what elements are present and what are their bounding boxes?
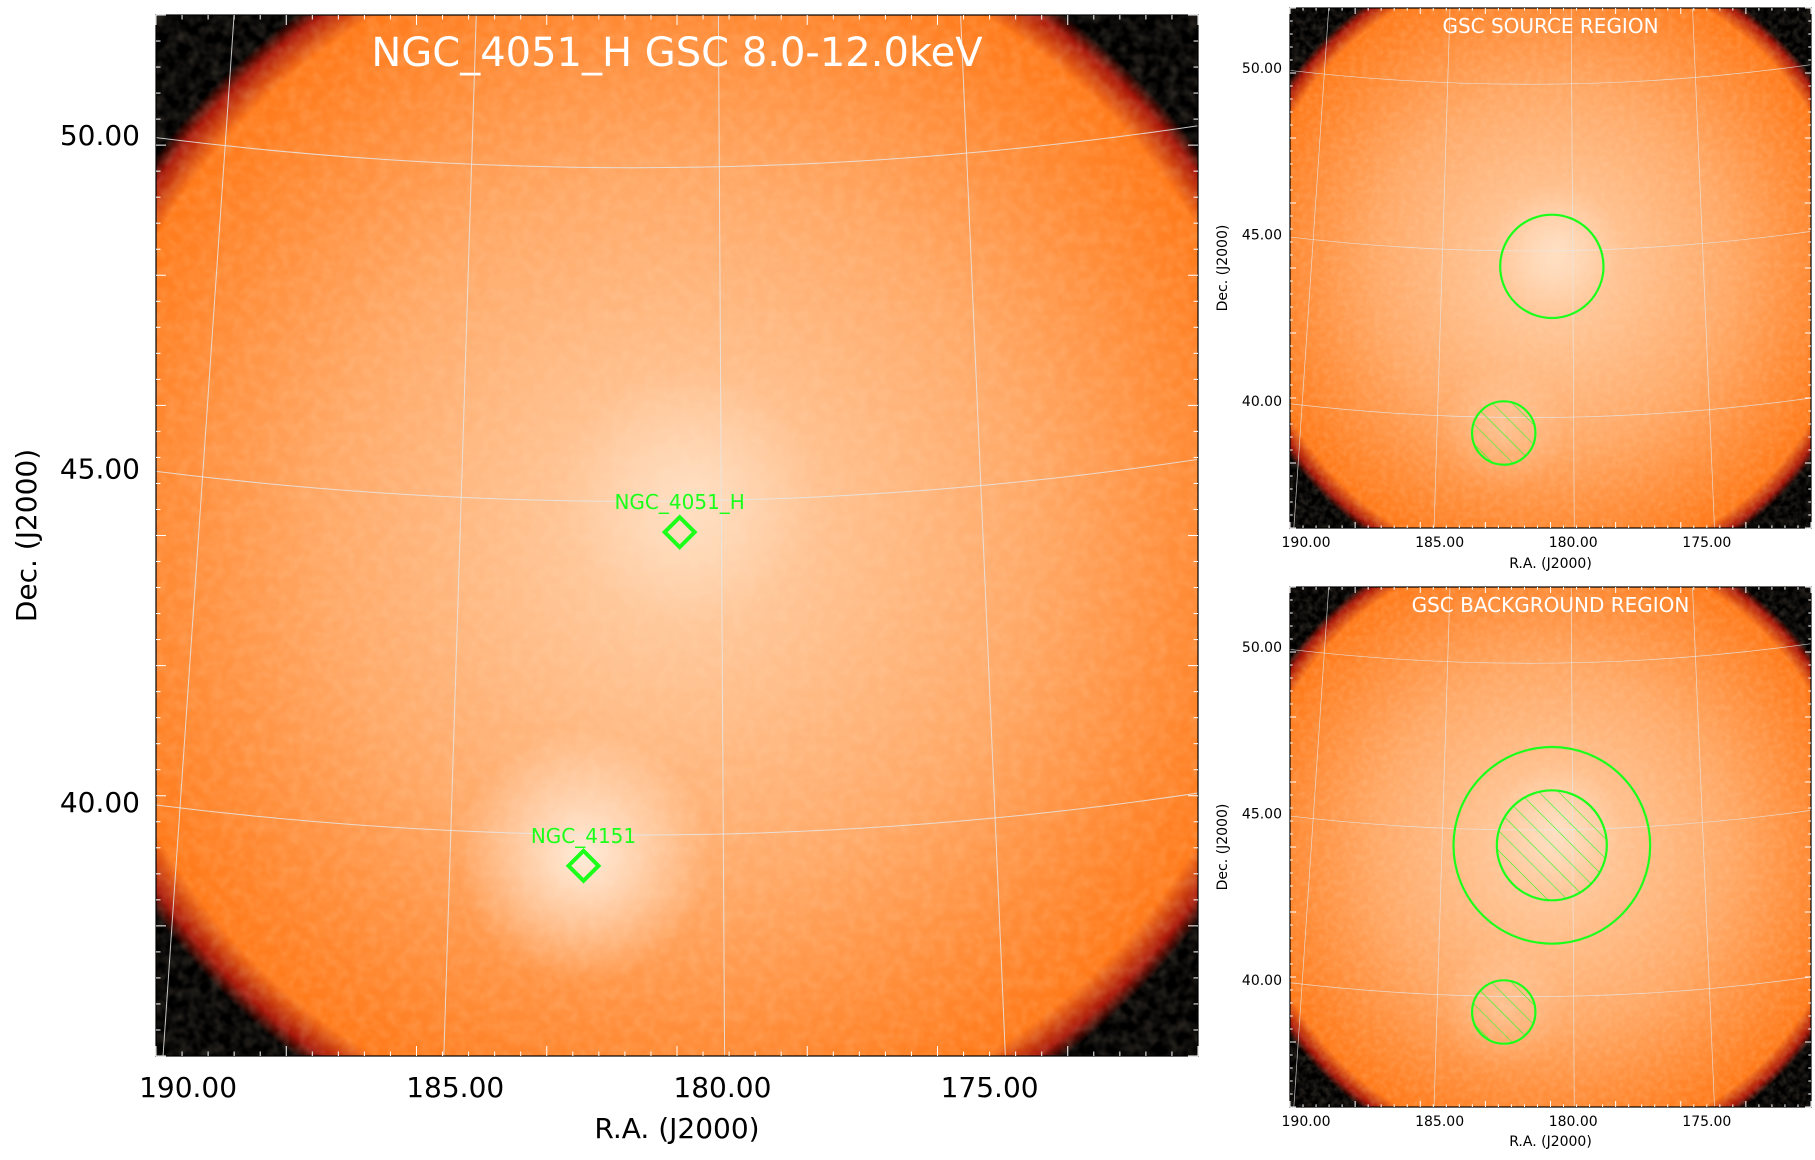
source-marker-diamond [565, 847, 602, 884]
y-tick-label: 50.00 [1242, 61, 1282, 77]
source-region-image: GSC SOURCE REGION 190.00 185.00 180.00 175.0… [1215, 7, 1812, 572]
bright-emission-spot [456, 729, 711, 983]
ra-grid-line [960, 15, 1006, 1056]
source-label: NGC_4151 [531, 824, 636, 848]
ra-grid-line [162, 15, 235, 1056]
y-tick-label: 50.00 [1242, 640, 1282, 656]
x-tick-label: 190.00 [1282, 535, 1331, 551]
y-tick-label: 45.00 [1242, 807, 1282, 823]
x-tick-label: 190.00 [1282, 1114, 1331, 1130]
dec-grid-line [1290, 230, 1811, 252]
x-tick-label: 185.00 [406, 1071, 504, 1104]
chart-title: GSC SOURCE REGION [1442, 14, 1658, 38]
sky-plot-area: NGC_4051_H NGC_4151 [156, 15, 1198, 1056]
source-label: NGC_4051_H [614, 490, 744, 514]
x-axis-label: R.A. (J2000) [594, 1112, 759, 1145]
tick-marks [1289, 586, 1812, 1108]
y-tick-label: 45.00 [60, 453, 140, 486]
dec-grid-line [156, 792, 1198, 836]
extraction-region-circle [1499, 213, 1605, 320]
excluded-region-circle [1470, 400, 1537, 466]
ra-grid-line [717, 15, 726, 1056]
x-tick-label: 180.00 [1549, 535, 1598, 551]
ra-grid-line [1433, 8, 1451, 528]
x-tick-label: 180.00 [673, 1071, 771, 1104]
y-axis-label: Dec. (J2000) [10, 449, 43, 622]
y-tick-label: 40.00 [1242, 394, 1282, 410]
dec-grid-line [1290, 976, 1811, 997]
coordinate-grid [156, 15, 1198, 1056]
sky-plot-area [1290, 587, 1811, 1107]
chart-title: NGC_4051_H GSC 8.0-12.0keV [371, 30, 983, 76]
x-axis-label: R.A. (J2000) [1509, 556, 1592, 572]
x-tick-label: 180.00 [1549, 1114, 1598, 1130]
tick-marks [1289, 7, 1812, 529]
excluded-region-hatch [1472, 980, 1536, 1044]
excluded-region-hatch [1496, 790, 1607, 901]
excluded-region-hatch [1472, 401, 1536, 465]
x-tick-label: 175.00 [941, 1071, 1039, 1104]
y-tick-label: 45.00 [1242, 228, 1282, 244]
y-tick-label: 50.00 [60, 119, 140, 152]
ra-grid-line [1692, 8, 1715, 528]
x-axis-label: R.A. (J2000) [1509, 1134, 1592, 1150]
x-tick-label: 175.00 [1682, 535, 1731, 551]
ra-grid-line [1570, 8, 1575, 528]
excluded-region-circle [1470, 979, 1537, 1045]
main-image-panel: NGC_4051_H NGC_4151 NGC_4051_H GSC 8.0-12.… [10, 14, 1199, 1145]
y-tick-label: 40.00 [1242, 973, 1282, 989]
x-tick-label: 185.00 [1415, 535, 1464, 551]
background-region-image: GSC BACKGROUND REGION 190.00 185.00 180.00 1… [1215, 586, 1812, 1150]
x-tick-label: 185.00 [1415, 1114, 1464, 1130]
extraction-region-circle [1452, 745, 1652, 945]
ra-grid-line [1293, 8, 1330, 528]
dec-grid-line [1290, 397, 1811, 418]
dec-grid-line [156, 125, 1198, 169]
x-tick-label: 175.00 [1682, 1114, 1731, 1130]
dec-grid-line [1290, 643, 1811, 664]
y-axis-label: Dec. (J2000) [1215, 225, 1231, 312]
main-sky-image: NGC_4051_H NGC_4151 NGC_4051_H GSC 8.0-12.… [10, 14, 1199, 1145]
excluded-region-circle [1495, 789, 1608, 902]
x-tick-label: 190.00 [139, 1071, 237, 1104]
bright-emission-spot [563, 368, 818, 623]
y-axis-label: Dec. (J2000) [1215, 804, 1231, 891]
source-marker-diamond [661, 514, 698, 550]
sky-plot-area [1290, 8, 1811, 528]
dec-grid-line [1290, 64, 1811, 85]
ra-grid-line [443, 15, 477, 1056]
coordinate-grid [1290, 8, 1811, 528]
y-tick-label: 40.00 [60, 786, 140, 819]
dec-grid-line [156, 458, 1198, 502]
bright-emission-spot [1493, 184, 1621, 312]
ra-grid-line [1433, 587, 1451, 1107]
tick-marks [155, 14, 1199, 1057]
chart-title: GSC BACKGROUND REGION [1412, 593, 1690, 617]
ra-grid-line [1692, 587, 1715, 1107]
ra-grid-line [1293, 587, 1330, 1107]
